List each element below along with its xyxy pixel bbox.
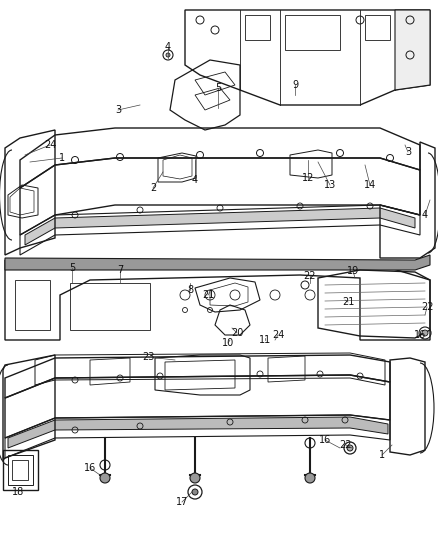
Circle shape: [192, 489, 198, 495]
Text: 9: 9: [292, 80, 298, 90]
Polygon shape: [8, 417, 388, 448]
Text: 22: 22: [421, 302, 433, 312]
Text: 1: 1: [379, 450, 385, 460]
Text: 23: 23: [142, 352, 154, 362]
Text: 21: 21: [202, 290, 214, 300]
Circle shape: [347, 445, 353, 451]
Circle shape: [190, 473, 200, 483]
Text: 16: 16: [84, 463, 96, 473]
Text: 22: 22: [304, 271, 316, 281]
Circle shape: [305, 473, 315, 483]
Text: 20: 20: [231, 328, 243, 338]
Polygon shape: [5, 255, 430, 270]
Text: 19: 19: [347, 266, 359, 276]
Text: 21: 21: [342, 297, 354, 307]
Text: 5: 5: [69, 263, 75, 273]
Text: 16: 16: [414, 330, 426, 340]
Text: 4: 4: [422, 210, 428, 220]
Text: 3: 3: [405, 147, 411, 157]
Text: 24: 24: [44, 140, 56, 150]
Text: 10: 10: [222, 338, 234, 348]
Text: 1: 1: [59, 153, 65, 163]
Text: 18: 18: [12, 487, 24, 497]
Circle shape: [166, 53, 170, 57]
Text: 4: 4: [165, 42, 171, 52]
Text: 4: 4: [192, 175, 198, 185]
Text: 13: 13: [324, 180, 336, 190]
Text: 8: 8: [187, 285, 193, 295]
Text: 2: 2: [150, 183, 156, 193]
Polygon shape: [395, 10, 430, 90]
Circle shape: [422, 330, 428, 336]
Text: 3: 3: [115, 105, 121, 115]
Text: 16: 16: [319, 435, 331, 445]
Text: 24: 24: [272, 330, 284, 340]
Text: 12: 12: [302, 173, 314, 183]
Text: 11: 11: [259, 335, 271, 345]
Text: 7: 7: [117, 265, 123, 275]
Polygon shape: [25, 208, 415, 245]
Text: 14: 14: [364, 180, 376, 190]
Text: 22: 22: [340, 440, 352, 450]
Text: 17: 17: [176, 497, 188, 507]
Circle shape: [100, 473, 110, 483]
Text: 5: 5: [215, 83, 221, 93]
